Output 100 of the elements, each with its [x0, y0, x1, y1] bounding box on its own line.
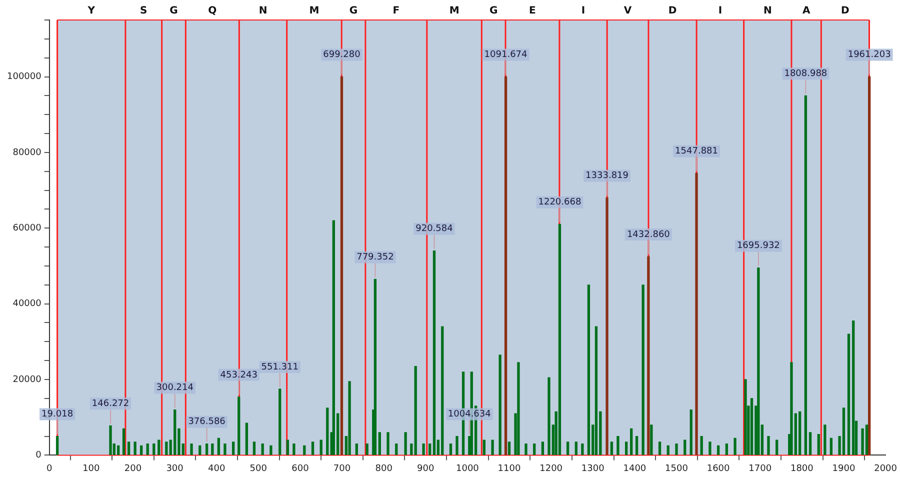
annotation: 1808.988 [784, 69, 828, 80]
bar [798, 411, 802, 456]
bar [566, 442, 570, 456]
bar [140, 445, 143, 456]
bar [865, 424, 868, 456]
bar [217, 438, 220, 456]
bar [122, 428, 126, 456]
bar [205, 444, 208, 456]
bar [695, 172, 698, 456]
bar [642, 284, 644, 456]
bar [498, 354, 502, 456]
x-tick-label: 1100 [498, 464, 521, 474]
bar [366, 444, 368, 456]
bar [449, 444, 452, 456]
bar [757, 268, 760, 456]
band-label: A [802, 6, 810, 17]
x-tick-label: 100 [82, 464, 100, 474]
bar [158, 440, 160, 456]
bar [152, 444, 156, 456]
bar [174, 409, 176, 456]
bar [817, 434, 820, 456]
bar [767, 436, 770, 456]
bar [326, 408, 329, 456]
x-tick-label: 900 [417, 464, 434, 474]
bar [708, 442, 712, 456]
bar [374, 278, 377, 456]
bar [830, 438, 833, 456]
x-tick-label: 2000 [874, 464, 898, 474]
bar [650, 424, 653, 456]
bar [127, 442, 130, 456]
y-tick-label: 20000 [12, 374, 42, 385]
bar [252, 442, 256, 456]
bar [684, 440, 686, 456]
y-tick-label: 60000 [12, 223, 42, 234]
bar [625, 442, 628, 456]
bar [378, 432, 381, 456]
y-tick-label: 100000 [6, 72, 42, 82]
band-label: E [529, 6, 536, 17]
x-tick-label: 1700 [748, 464, 772, 474]
bar [610, 442, 614, 456]
bar [842, 408, 846, 456]
bar [245, 422, 248, 456]
bar [232, 442, 235, 456]
bar [224, 444, 226, 456]
y-tick-label: 0 [36, 450, 42, 461]
bar [303, 445, 306, 456]
bar [441, 326, 444, 456]
bar [861, 428, 864, 456]
bar [190, 444, 193, 456]
bar [414, 366, 417, 456]
bar [616, 436, 620, 456]
bar [558, 224, 562, 456]
annotation: 146.272 [92, 399, 130, 410]
bar [508, 442, 511, 456]
bar [524, 444, 528, 456]
annotation: 1432.860 [626, 230, 670, 240]
bar [432, 250, 436, 456]
bar [647, 256, 650, 456]
bar [517, 362, 520, 456]
bar [456, 436, 458, 456]
band-label: I [581, 6, 586, 17]
x-tick-label: 1800 [790, 464, 814, 474]
x-tick-label: 1900 [832, 464, 856, 474]
bar [56, 436, 59, 456]
bar [716, 445, 720, 456]
x-tick-label: 1500 [665, 464, 688, 474]
annotation: 376.586 [188, 417, 226, 428]
bar [606, 198, 608, 456]
bar [292, 444, 296, 456]
bar [533, 444, 536, 456]
x-tick-label: 200 [124, 464, 142, 474]
annotation: 779.352 [356, 252, 394, 263]
x-tick-label: 700 [333, 464, 351, 474]
bar [744, 379, 747, 456]
x-tick-label: 1300 [581, 464, 605, 474]
x-tick-label: 500 [250, 464, 268, 474]
bar [824, 424, 826, 456]
y-tick-label: 40000 [12, 299, 42, 310]
band-label: Q [208, 6, 217, 17]
x-tick-label: 1200 [540, 464, 563, 474]
bar [666, 445, 670, 456]
bar [311, 442, 314, 456]
annotation: 1961.203 [848, 50, 891, 60]
bar [630, 428, 633, 456]
bar [238, 396, 240, 456]
annotation: 920.584 [416, 224, 454, 234]
bar [491, 440, 494, 456]
bar [594, 326, 598, 456]
bar [734, 438, 736, 456]
annotation: 1004.634 [448, 410, 492, 420]
annotation: 19.018 [42, 410, 74, 420]
bar [804, 95, 808, 456]
x-tick-label: 600 [292, 464, 310, 474]
bar [847, 334, 850, 456]
bar [868, 76, 871, 456]
bar [504, 76, 508, 456]
bar [428, 444, 432, 456]
bar [541, 442, 544, 456]
annotation: 1091.674 [484, 50, 528, 60]
band-label: G [489, 6, 498, 17]
